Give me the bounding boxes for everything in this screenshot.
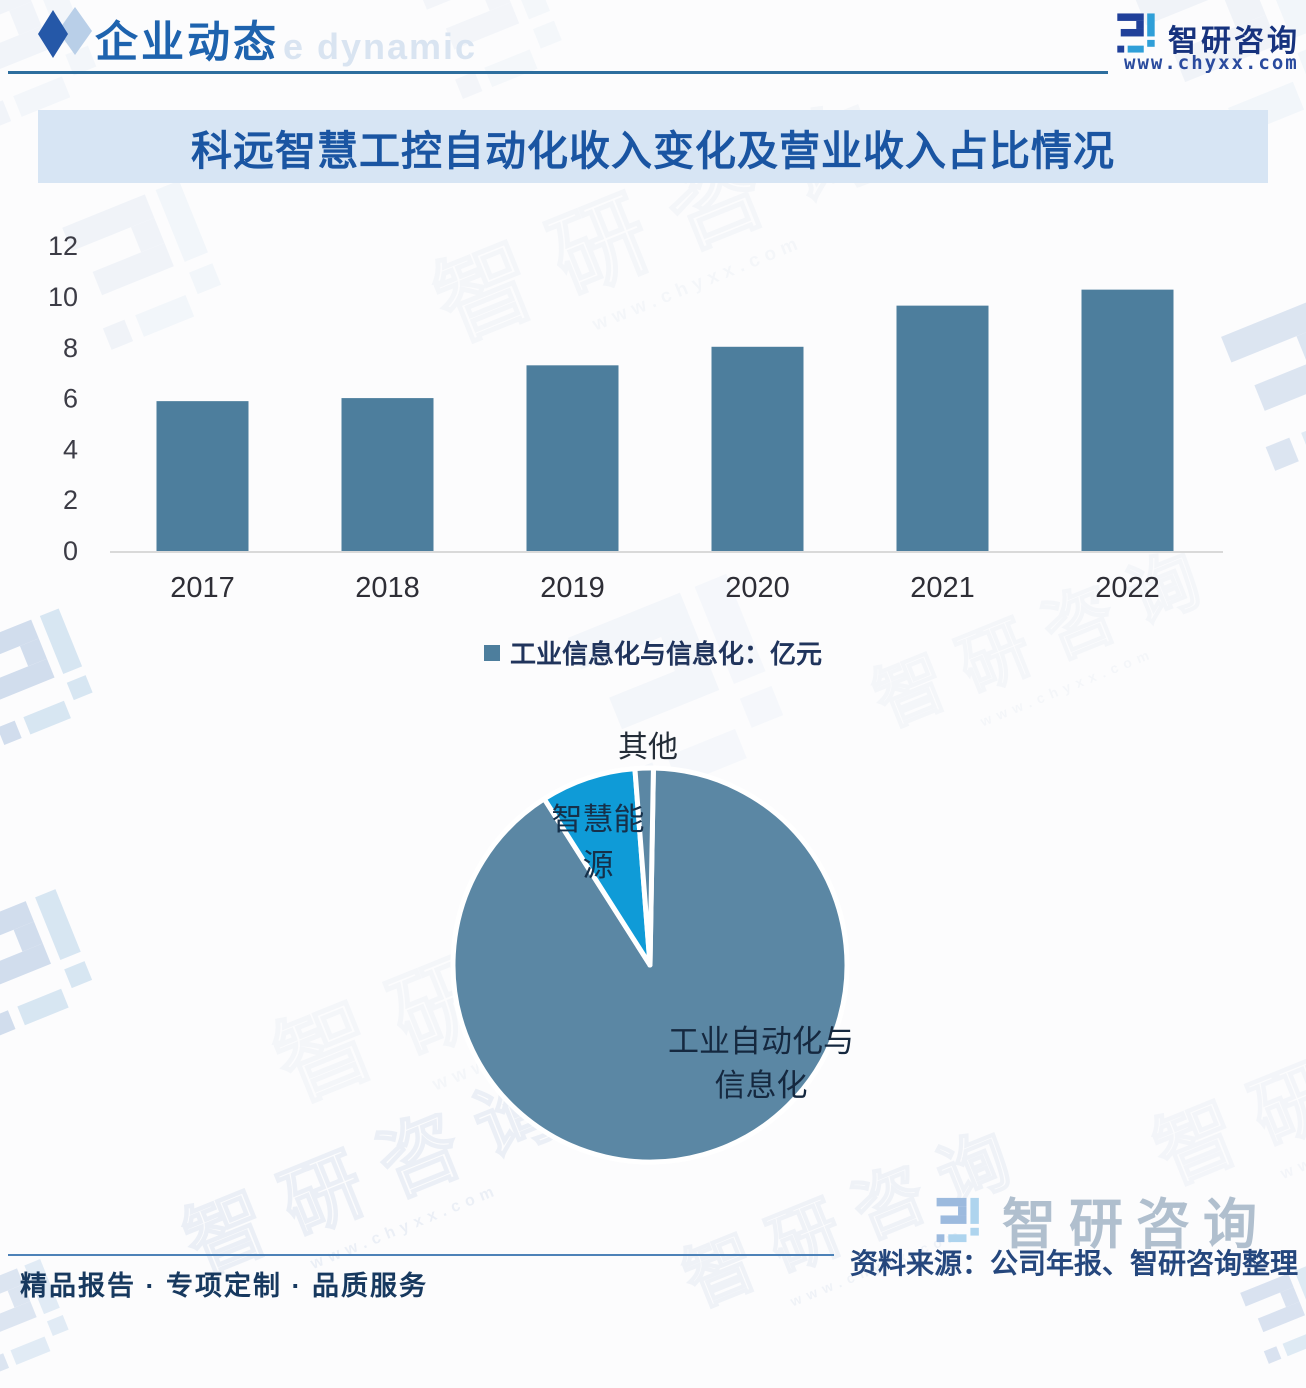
svg-text:4: 4 (63, 434, 78, 464)
legend-label: 工业信息化与信息化：亿元 (509, 639, 822, 669)
pie-label-other: 其他 (618, 731, 678, 764)
footer-rule (8, 1254, 834, 1256)
svg-text:2022: 2022 (1095, 572, 1160, 604)
svg-text:2017: 2017 (170, 572, 235, 604)
bar-2021 (896, 305, 989, 551)
footer-slogan: 精品报告 · 专项定制 · 品质服务 (20, 1271, 428, 1301)
pie-chart (450, 765, 850, 1165)
header-rule (8, 71, 1108, 74)
chart-title-banner: 科远智慧工控自动化收入变化及营业收入占比情况 (38, 110, 1268, 183)
svg-text:2018: 2018 (355, 572, 420, 604)
legend-swatch (483, 644, 500, 661)
data-source: 资料来源：公司年报、智研咨询整理 (849, 1248, 1298, 1279)
bar-2020 (711, 346, 804, 551)
svg-text:2020: 2020 (725, 572, 790, 604)
brand-name: 智研咨询 (1168, 25, 1300, 58)
page-title: 企业动态 (95, 19, 279, 67)
footer-watermark: 智研咨询 (934, 1180, 1270, 1259)
bar-2018 (341, 398, 434, 551)
chart-title: 科远智慧工控自动化收入变化及营业收入占比情况 (191, 127, 1115, 174)
svg-text:12: 12 (48, 231, 78, 261)
pie-label-energy: 智慧能 源 (551, 802, 645, 883)
footer-watermark-logo-icon (934, 1192, 986, 1248)
bar-2017 (156, 401, 249, 551)
brand-logo-icon (1115, 10, 1161, 56)
svg-text:8: 8 (63, 333, 78, 363)
pie-label-main: 工业自动化与 信息化 (668, 1024, 854, 1103)
svg-text:2021: 2021 (910, 572, 975, 604)
svg-text:2019: 2019 (540, 572, 605, 604)
brand-watermark (0, 873, 121, 1053)
bar-2019 (526, 365, 619, 551)
svg-text:6: 6 (63, 384, 78, 414)
header-watermark-text: e dynamic (283, 26, 478, 67)
svg-text:10: 10 (48, 282, 78, 312)
pie-slice (450, 765, 850, 1165)
bar-chart: 0 2 4 6 8 10 12 2017 2018 2019 2020 2021 2022 (48, 231, 1223, 604)
bar-2022 (1081, 289, 1174, 551)
svg-text:0: 0 (63, 536, 78, 566)
svg-text:2: 2 (63, 485, 78, 515)
legend: 工业信息化与信息化：亿元 (0, 634, 1306, 671)
brand-url[interactable]: www.chyxx.com (1124, 52, 1299, 74)
brand-watermark (0, 593, 120, 760)
pie-slice (632, 765, 656, 968)
footer-watermark-text: 智研咨询 (1002, 1195, 1270, 1255)
